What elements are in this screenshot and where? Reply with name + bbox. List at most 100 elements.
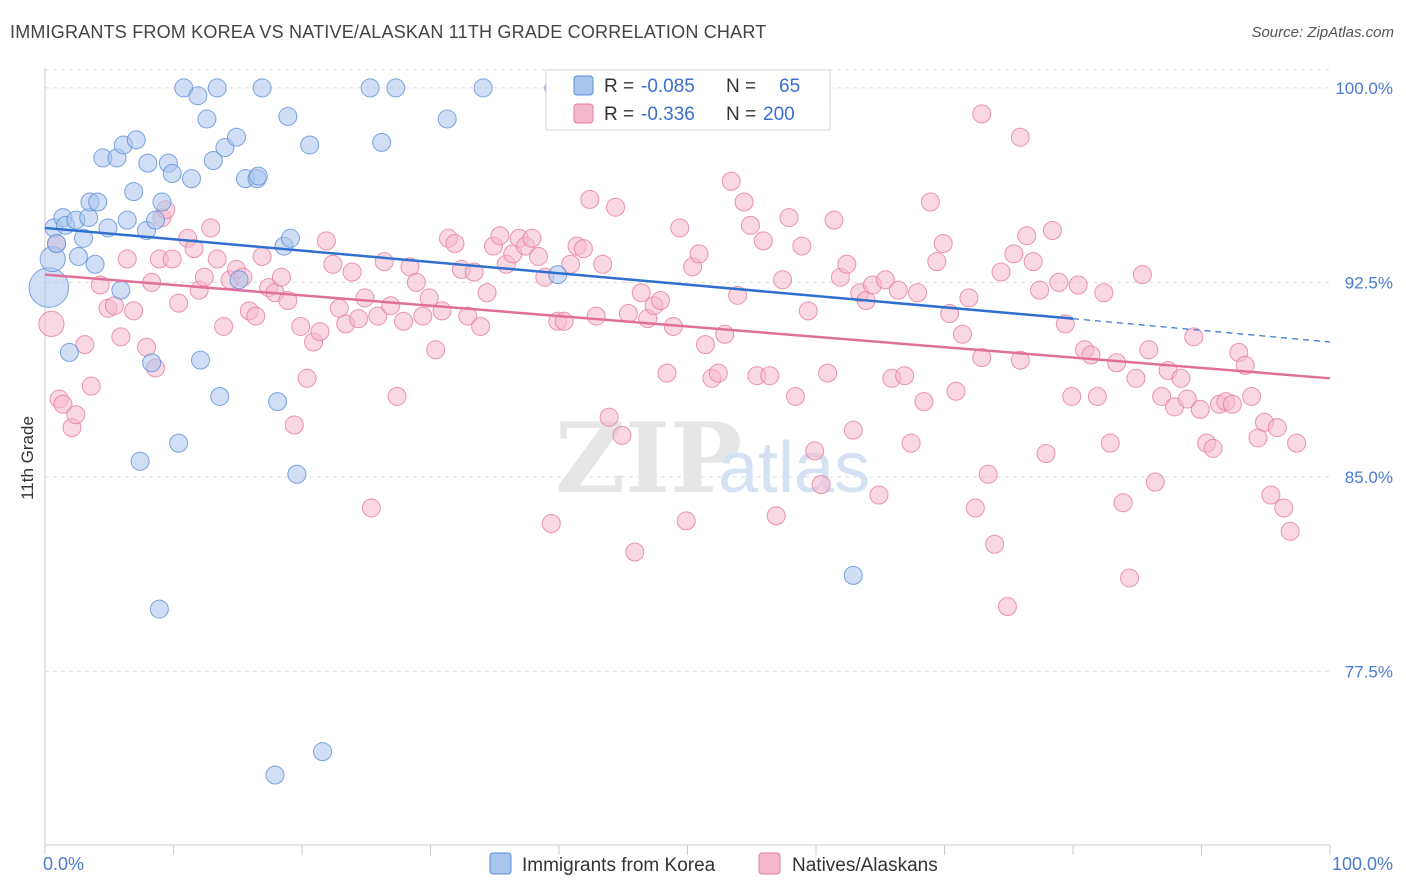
korea-point-30: [162, 163, 182, 183]
x-tick-labels: 0.0% 100.0%: [43, 854, 1393, 874]
natives-point-21: [169, 293, 189, 313]
natives-point-142: [946, 381, 966, 401]
natives-point-145: [965, 498, 985, 518]
korea-point-46: [252, 78, 272, 98]
korea-point-3: [47, 233, 67, 253]
natives-point-67: [464, 262, 484, 282]
korea-point-51: [280, 228, 300, 248]
legend-r-value-korea: -0.085: [641, 76, 695, 97]
natives-point-148: [985, 534, 1005, 554]
natives-point-100: [676, 511, 696, 531]
natives-point-77: [528, 246, 548, 266]
natives-point-135: [901, 433, 921, 453]
natives-point-195: [1287, 433, 1307, 453]
natives-point-71: [490, 226, 510, 246]
natives-point-108: [728, 285, 748, 305]
natives-point-109: [734, 192, 754, 212]
korea-point-6: [59, 342, 79, 362]
natives-point-138: [920, 192, 940, 212]
trend-line-korea: [44, 226, 1074, 320]
natives-point-173: [1145, 472, 1165, 492]
korea-point-59: [473, 78, 493, 98]
y-tick-label-1: 85.0%: [1345, 468, 1393, 487]
chart-title: IMMIGRANTS FROM KOREA VS NATIVE/ALASKAN …: [10, 22, 767, 42]
korea-point-58: [437, 109, 457, 129]
y-tick-label-2: 92.5%: [1345, 273, 1393, 292]
korea-point-48: [268, 392, 288, 412]
series-legend: Immigrants from Korea Natives/Alaskans: [489, 852, 938, 876]
natives-point-51: [361, 498, 381, 518]
korea-point-45: [248, 166, 268, 186]
natives-point-13: [124, 301, 144, 321]
natives-point-179: [1184, 327, 1204, 347]
bottom-legend-label-natives: Natives/Alaskans: [792, 855, 938, 876]
natives-point-114: [766, 506, 786, 526]
legend-n-value-natives: 200: [763, 104, 795, 125]
natives-point-163: [1081, 345, 1101, 365]
natives-point-182: [1203, 438, 1223, 458]
korea-point-22: [130, 451, 150, 471]
natives-point-5: [66, 405, 86, 425]
natives-point-85: [580, 189, 600, 209]
natives-point-68: [471, 316, 491, 336]
korea-point-13: [88, 192, 108, 212]
natives-point-50: [355, 288, 375, 308]
bottom-legend-label-korea: Immigrants from Korea: [522, 855, 716, 876]
natives-point-147: [978, 464, 998, 484]
natives-point-171: [1132, 265, 1152, 285]
natives-point-27: [207, 249, 227, 269]
natives-point-84: [573, 239, 593, 259]
y-tick-label-0: 77.5%: [1345, 662, 1393, 681]
natives-point-187: [1235, 355, 1255, 375]
natives-point-118: [792, 236, 812, 256]
natives-point-12: [117, 249, 137, 269]
legend-r-value-natives: -0.336: [641, 104, 695, 125]
natives-point-122: [818, 363, 838, 383]
natives-point-120: [805, 441, 825, 461]
watermark: ZIP atlas: [555, 402, 870, 515]
natives-point-53: [374, 252, 394, 272]
natives-point-52: [368, 306, 388, 326]
natives-point-156: [1036, 444, 1056, 463]
natives-point-137: [914, 392, 934, 412]
natives-point-61: [426, 340, 446, 360]
y-axis-label: 11th Grade: [18, 416, 37, 500]
legend-n-label-korea: N =: [726, 76, 756, 97]
natives-point-45: [323, 254, 343, 274]
natives-point-164: [1087, 386, 1107, 406]
korea-point-55: [360, 78, 380, 98]
natives-point-89: [606, 197, 626, 217]
korea-point-36: [197, 109, 217, 129]
natives-point-3: [53, 394, 73, 414]
natives-point-110: [740, 215, 760, 235]
korea-point-8: [68, 246, 88, 266]
x-tick-label-0: 0.0%: [43, 854, 84, 874]
natives-point-99: [670, 218, 690, 238]
natives-point-6: [75, 335, 95, 355]
natives-point-139: [927, 252, 947, 272]
y-tick-labels: 77.5% 85.0% 92.5% 100.0%: [1335, 79, 1393, 681]
legend-n-value-korea: 65: [779, 76, 800, 97]
trend-lines: [44, 226, 1331, 380]
natives-point-185: [1222, 394, 1242, 414]
korea-point-38: [207, 78, 227, 98]
natives-point-191: [1261, 485, 1281, 505]
axes: [44, 68, 1331, 855]
korea-point-19: [117, 210, 137, 230]
legend-n-label-natives: N =: [726, 104, 756, 125]
natives-point-66: [458, 306, 478, 326]
korea-point-47: [265, 765, 285, 785]
natives-point-146: [972, 348, 992, 368]
natives-point-25: [194, 267, 214, 287]
natives-point-160: [1062, 386, 1082, 406]
natives-point-102: [689, 244, 709, 264]
natives-point-140: [933, 233, 953, 253]
korea-point-24: [138, 153, 158, 173]
natives-point-196: [972, 104, 992, 124]
natives-point-188: [1242, 386, 1262, 406]
natives-point-7: [81, 376, 101, 396]
natives-point-26: [201, 218, 221, 238]
y-tick-label-3: 100.0%: [1335, 79, 1393, 98]
natives-point-152: [1010, 350, 1030, 370]
natives-point-44: [316, 231, 336, 251]
